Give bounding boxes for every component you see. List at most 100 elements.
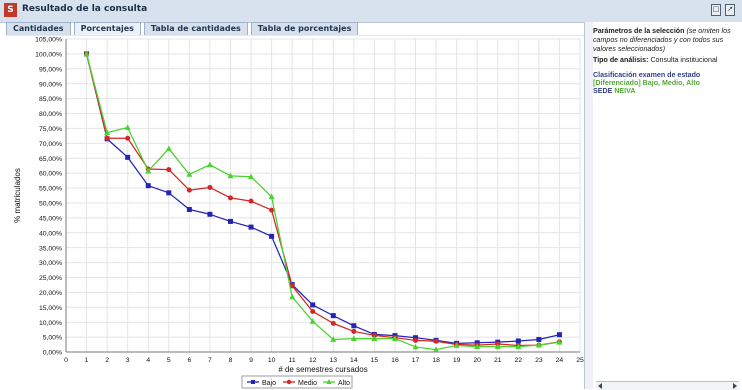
- y-tick-label: 100,00%: [35, 52, 62, 59]
- data-point-alto: [268, 193, 275, 200]
- data-point-bajo: [351, 323, 357, 329]
- chart-grid: [65, 38, 581, 353]
- data-point-medio: [104, 135, 110, 141]
- y-tick-label: 70,00%: [39, 141, 62, 148]
- data-point-alto: [165, 145, 172, 152]
- data-point-alto: [391, 335, 398, 341]
- data-point-medio: [371, 332, 377, 338]
- data-point-alto: [206, 161, 213, 168]
- data-point-alto: [474, 343, 481, 350]
- x-tick-label: 5: [167, 357, 171, 364]
- x-tick-label: 21: [494, 357, 502, 364]
- window-controls: □ ↗: [711, 4, 735, 16]
- legend-box: [241, 375, 353, 389]
- x-tick-label: 11: [289, 357, 296, 364]
- classification-label: Clasificación examen de estado: [593, 71, 701, 79]
- parameters-note: (se omiten los campos no diferenciados y…: [593, 27, 731, 53]
- data-point-alto: [227, 172, 234, 179]
- data-point-alto: [515, 343, 522, 350]
- data-point-alto: [186, 171, 193, 177]
- data-point-alto: [350, 335, 357, 341]
- y-tick-label: 30,00%: [39, 260, 62, 267]
- data-point-medio: [433, 338, 439, 344]
- parameters-heading-block: Parámetros de la selección (se omiten lo…: [593, 27, 739, 54]
- parameters-sidebar: Parámetros de la selección (se omiten lo…: [593, 22, 742, 390]
- y-tick-label: 105,00%: [35, 37, 62, 44]
- scroll-left-icon[interactable]: [598, 383, 602, 389]
- data-point-medio: [310, 308, 316, 314]
- x-tick-label: 20: [473, 357, 481, 364]
- data-point-medio: [227, 195, 233, 201]
- sede-label: SEDE: [593, 87, 613, 95]
- data-point-medio: [125, 135, 131, 141]
- scroll-right-icon[interactable]: [733, 383, 737, 389]
- x-tick-label: 9: [249, 357, 253, 364]
- legend-item-medio: Medio: [283, 379, 317, 387]
- data-point-medio: [166, 167, 172, 173]
- x-tick-label: 2: [105, 357, 109, 364]
- x-tick-label: 15: [371, 357, 379, 364]
- x-tick-label: 23: [535, 357, 543, 364]
- analysis-type-value: Consulta institucional: [650, 56, 718, 64]
- data-point-bajo: [269, 233, 275, 239]
- legend-marker-medio: [286, 379, 292, 385]
- data-point-alto: [83, 50, 90, 57]
- window-title: Resultado de la consulta: [22, 4, 148, 14]
- popout-icon[interactable]: ↗: [725, 4, 735, 16]
- x-tick-label: 17: [412, 357, 420, 364]
- y-tick-label: 25,00%: [39, 275, 62, 282]
- y-tick-label: 90,00%: [39, 81, 62, 88]
- legend-marker-bajo: [251, 380, 255, 384]
- data-point-alto: [104, 129, 111, 136]
- line-chart: 0,00% 5,00% 10,00% 15,00% 20,00% 25,00% 30,00%…: [13, 37, 584, 389]
- y-tick-label: 65,00%: [39, 156, 62, 163]
- sidebar-horizontal-scrollbar[interactable]: [596, 381, 739, 390]
- x-tick-label: 19: [453, 357, 461, 364]
- data-point-alto: [330, 336, 337, 342]
- y-tick-label: 20,00%: [39, 290, 62, 297]
- data-point-medio: [413, 337, 419, 343]
- y-tick-label: 0,00%: [43, 350, 62, 357]
- y-axis-label: % matriculados: [13, 168, 22, 223]
- x-tick-label: 10: [268, 357, 276, 364]
- y-tick-label: 85,00%: [39, 96, 62, 103]
- series-line-medio: [85, 53, 560, 347]
- sede-row: SEDE NEIVA: [593, 87, 739, 96]
- legend-marker-alto: [326, 379, 332, 384]
- classification-value: [Diferenciado] Bajo, Medio, Alto: [593, 79, 700, 87]
- data-point-alto: [412, 343, 419, 350]
- series-line-bajo: [85, 53, 560, 344]
- legend-item-alto: Alto: [323, 379, 350, 387]
- window-titlebar: S Resultado de la consulta □ ↗: [0, 0, 742, 23]
- x-tick-label: 3: [126, 357, 130, 364]
- chart-series-layer: [83, 50, 563, 353]
- data-point-bajo: [166, 190, 172, 196]
- legend-label-bajo: Bajo: [262, 380, 276, 387]
- x-tick-label: 18: [432, 357, 440, 364]
- data-point-alto: [494, 343, 501, 350]
- data-point-bajo: [330, 313, 336, 319]
- data-point-bajo: [207, 211, 213, 217]
- data-point-alto: [371, 335, 378, 341]
- x-tick-label: 0: [64, 357, 68, 364]
- data-point-bajo: [515, 338, 521, 344]
- y-tick-label: 15,00%: [39, 305, 62, 312]
- maximize-icon[interactable]: □: [711, 4, 721, 16]
- data-point-bajo: [227, 218, 233, 224]
- data-point-bajo: [248, 224, 254, 230]
- data-point-medio: [248, 198, 254, 204]
- legend-label-alto: Alto: [338, 380, 350, 387]
- data-point-bajo: [125, 154, 131, 160]
- data-point-alto: [124, 124, 131, 130]
- data-point-alto: [556, 338, 563, 345]
- legend-item-bajo: Bajo: [247, 380, 276, 387]
- data-point-alto: [453, 342, 460, 348]
- data-point-alto: [145, 167, 152, 174]
- data-point-bajo: [556, 332, 562, 338]
- y-tick-label: 80,00%: [39, 111, 62, 118]
- data-point-alto: [248, 173, 255, 180]
- data-point-bajo: [145, 183, 151, 189]
- x-tick-label: 22: [515, 357, 523, 364]
- x-tick-label: 16: [391, 357, 399, 364]
- series-line-alto: [85, 53, 560, 351]
